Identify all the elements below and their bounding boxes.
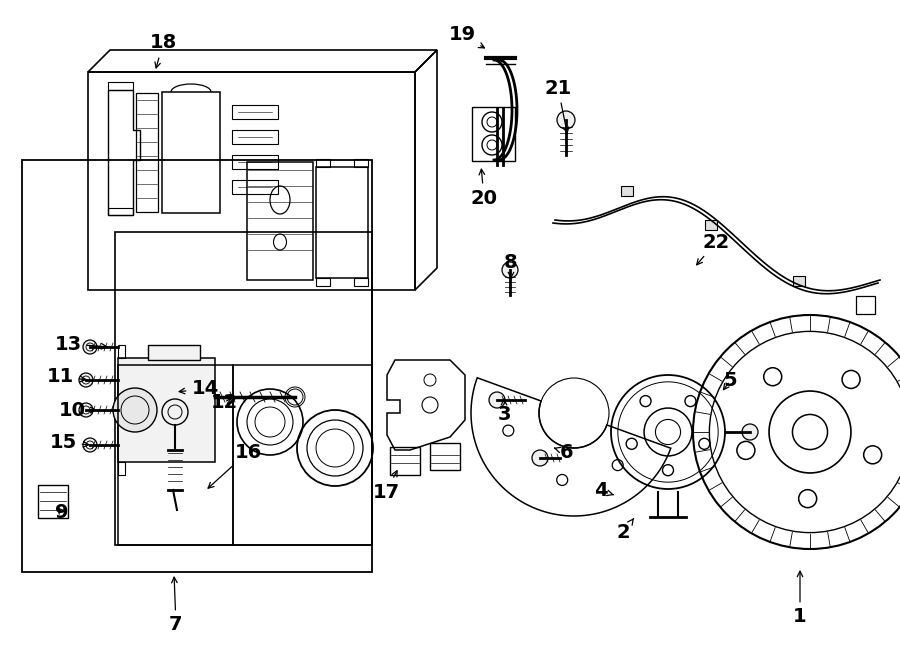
Text: 18: 18 bbox=[149, 34, 176, 68]
Polygon shape bbox=[148, 345, 200, 360]
Text: 7: 7 bbox=[169, 577, 183, 635]
Circle shape bbox=[557, 111, 575, 129]
Text: 19: 19 bbox=[448, 26, 484, 48]
Polygon shape bbox=[705, 220, 717, 230]
Circle shape bbox=[489, 392, 505, 408]
Text: 3: 3 bbox=[497, 399, 511, 424]
Circle shape bbox=[83, 438, 97, 452]
Text: 11: 11 bbox=[47, 368, 86, 387]
Text: 17: 17 bbox=[373, 471, 400, 502]
Text: 12: 12 bbox=[211, 393, 238, 412]
Text: 2: 2 bbox=[616, 518, 634, 543]
Circle shape bbox=[79, 403, 93, 417]
Text: 10: 10 bbox=[58, 401, 95, 420]
Polygon shape bbox=[620, 186, 633, 196]
Text: 4: 4 bbox=[594, 481, 614, 500]
Polygon shape bbox=[118, 358, 215, 462]
Text: 1: 1 bbox=[793, 571, 806, 627]
Circle shape bbox=[113, 388, 157, 432]
Text: 9: 9 bbox=[55, 504, 68, 522]
Circle shape bbox=[532, 450, 548, 466]
Text: 6: 6 bbox=[554, 442, 574, 461]
Text: 22: 22 bbox=[697, 233, 730, 265]
Text: 8: 8 bbox=[504, 253, 518, 278]
Text: 13: 13 bbox=[54, 334, 107, 354]
Circle shape bbox=[79, 373, 93, 387]
Circle shape bbox=[742, 424, 758, 440]
Text: 5: 5 bbox=[724, 371, 737, 391]
Polygon shape bbox=[793, 276, 805, 286]
Circle shape bbox=[83, 340, 97, 354]
Text: 16: 16 bbox=[208, 442, 262, 488]
Text: 21: 21 bbox=[544, 79, 572, 133]
Text: 20: 20 bbox=[471, 169, 498, 208]
Circle shape bbox=[502, 262, 518, 278]
Text: 14: 14 bbox=[179, 379, 219, 399]
Text: 15: 15 bbox=[50, 434, 89, 453]
